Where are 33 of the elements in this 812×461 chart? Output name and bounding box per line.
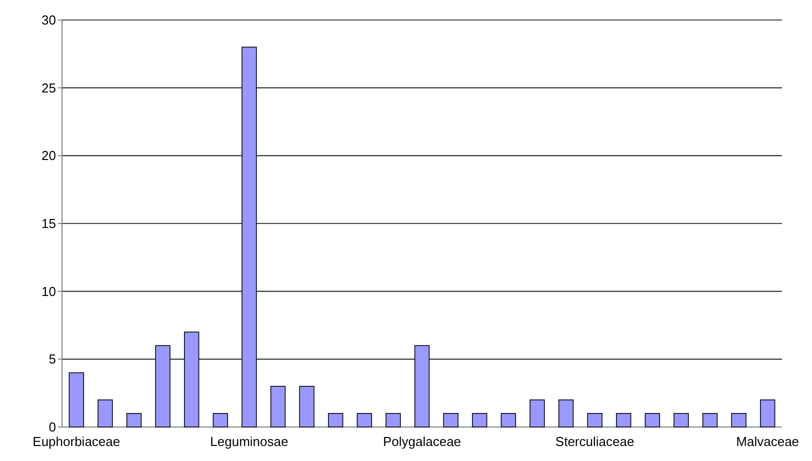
bar [500, 413, 516, 428]
bar [587, 413, 602, 428]
bar [386, 413, 401, 428]
bar [328, 413, 344, 428]
bar [270, 386, 286, 428]
bar [616, 413, 632, 428]
bar [530, 399, 545, 428]
bar [760, 399, 776, 428]
y-tick-label: 30 [42, 12, 56, 28]
bar [644, 413, 660, 428]
bar [558, 399, 574, 428]
x-tick-label: Euphorbiaceae [32, 434, 120, 449]
x-tick-label: Polygalaceae [382, 434, 462, 449]
bar [212, 413, 228, 428]
bar [356, 413, 372, 428]
bar [674, 413, 689, 428]
bar [126, 413, 142, 428]
bar [443, 413, 458, 428]
bar [702, 413, 718, 428]
y-tick-label: 25 [42, 80, 56, 96]
bar [98, 399, 113, 428]
x-tick-label: Malvaceae [736, 434, 800, 449]
y-tick-label: 5 [48, 352, 56, 367]
y-tick-label: 20 [42, 148, 56, 164]
x-tick-label: Sterculiaceae [555, 434, 634, 449]
y-tick-label: 0 [48, 420, 56, 435]
y-tick-label: 10 [42, 284, 56, 299]
y-tick-label: 15 [42, 216, 56, 232]
bar [472, 413, 488, 428]
bar [731, 413, 746, 428]
x-tick-label: Leguminosae [210, 434, 288, 449]
bar [68, 372, 84, 428]
bar [299, 386, 314, 428]
